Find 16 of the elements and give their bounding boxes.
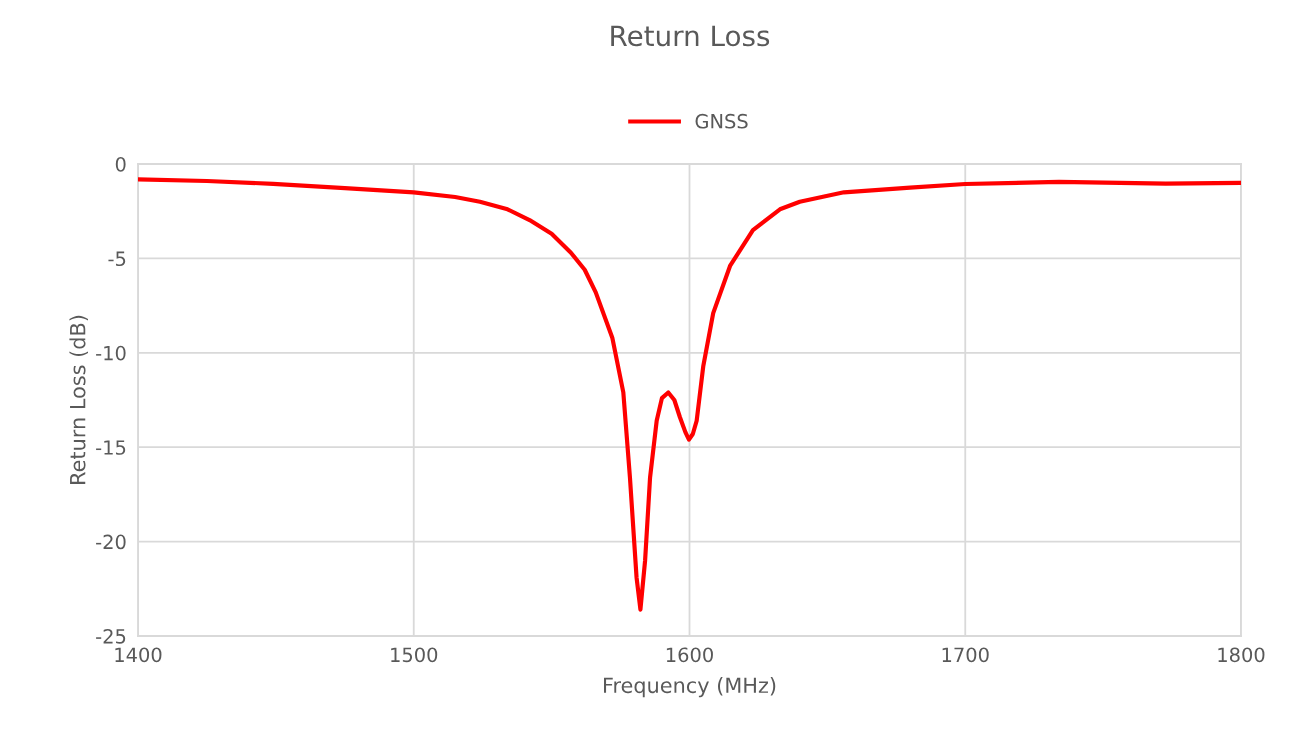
line-series [138,177,1241,612]
y-tick-label: -20 [96,534,126,550]
y-axis-title: Return Loss (dB) [69,315,88,484]
x-axis-title: Frequency (MHz) [604,677,776,698]
x-tick-label: 1800 [1218,647,1265,663]
y-tick-label: -5 [108,251,126,267]
y-tick-label: -25 [96,628,126,644]
legend-label: GNSS [695,113,748,129]
x-tick-label: 1500 [391,647,438,663]
y-tick-label: -15 [96,440,126,455]
y-tick-label: -10 [96,345,126,361]
x-tick-label: 1400 [115,647,162,663]
x-tick-label: 1600 [666,647,713,663]
y-tick-label: 0 [115,156,126,172]
chart-title: Return Loss [611,25,770,47]
x-tick-label: 1700 [942,647,989,663]
